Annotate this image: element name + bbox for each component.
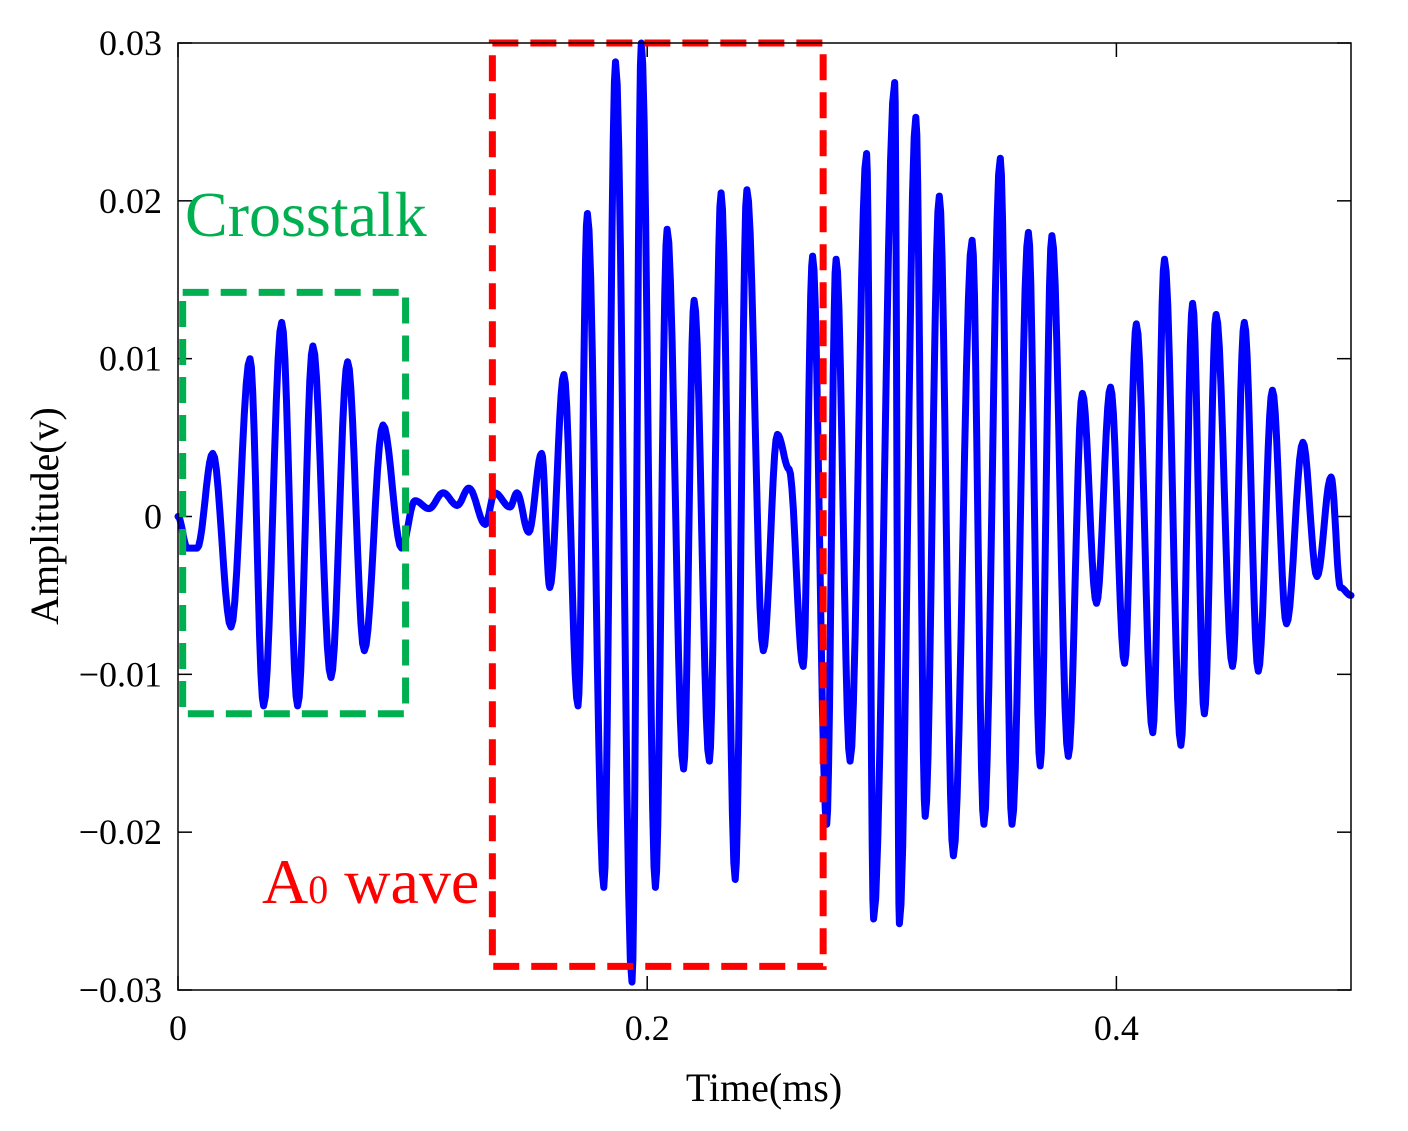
crosstalk-box (179, 288, 410, 718)
a0-label-main: A (262, 846, 308, 917)
y-tick-label: 0 (144, 497, 162, 537)
x-tick-label: 0.4 (1094, 1008, 1139, 1048)
y-tick-label: −0.02 (79, 812, 162, 852)
x-tick-label: 0 (169, 1008, 187, 1048)
plot-frame (177, 42, 1352, 991)
x-axis-label: Time(ms) (686, 1065, 842, 1110)
y-tick-label: 0.03 (99, 23, 162, 63)
y-tick-label: 0.01 (99, 339, 162, 379)
a0-label-rest: wave (328, 846, 479, 917)
crosstalk-annotation-label: Crosstalk (185, 179, 427, 250)
y-tick-label: −0.03 (79, 970, 162, 1010)
y-tick-label: −0.01 (79, 654, 162, 694)
y-tick-label: 0.02 (99, 181, 162, 221)
y-axis-label: Amplitude(v) (22, 407, 67, 625)
x-tick-label: 0.2 (625, 1008, 670, 1048)
axis-tick-labels: 0 0.2 0.4 −0.03 −0.02 −0.01 0 0.01 0.02 0.03 (79, 23, 1139, 1048)
a0-wave-annotation-label: A0 wave (262, 846, 479, 917)
a0-label-subscript: 0 (308, 867, 328, 912)
